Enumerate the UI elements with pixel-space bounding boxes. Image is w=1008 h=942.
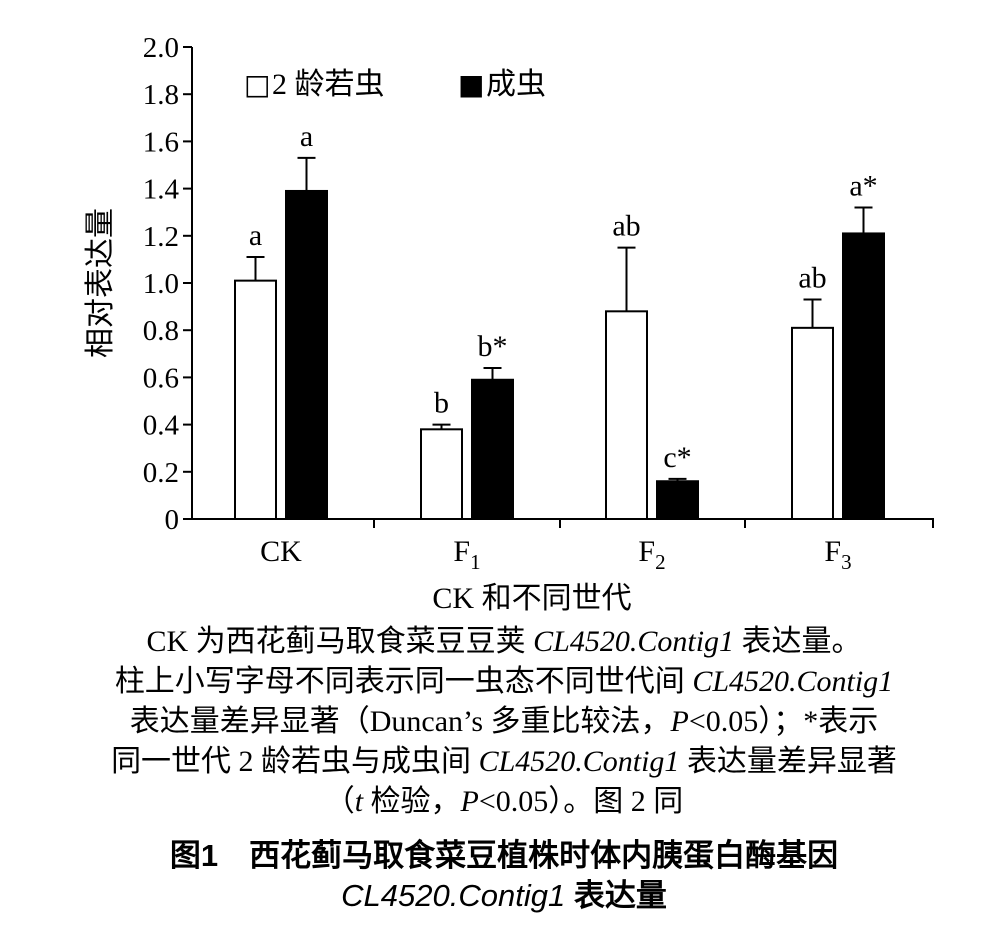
legend-marker-1: □ <box>244 68 270 101</box>
y-tick-label-10: 2.0 <box>143 32 179 64</box>
legend-label-1: 2 龄若虫 <box>272 68 385 101</box>
sig-label-series2-CK: a <box>300 120 313 153</box>
caption-line-5: （t 检验，P<0.05）。图 2 同 <box>324 785 684 818</box>
y-tick-label-4: 0.8 <box>143 315 179 347</box>
y-tick-label-7: 1.4 <box>143 174 180 206</box>
bar-series1-CK <box>234 279 277 521</box>
y-tick-label-5: 1.0 <box>143 268 179 300</box>
bar-series1-F3 <box>791 326 834 520</box>
figure-title-line-1: 图1 西花蓟马取食菜豆植株时体内胰蛋白酶基因 <box>169 838 839 873</box>
x-tick-label-F3: F3 <box>824 535 851 574</box>
bar-chart: 0 0.2 0.4 0.6 0.8 1.0 1.2 1.4 1.6 1.8 2.0 相对表达量 CK F1… <box>84 32 934 615</box>
bar-series2-F2 <box>656 480 699 520</box>
bar-series2-F1 <box>471 378 514 521</box>
caption-line-2: 柱上小写字母不同表示同一虫态不同世代间 CL4520.Contig1 <box>114 665 894 698</box>
figure-title-line-2: CL4520.Contig1 表达量 <box>341 878 667 913</box>
x-tick-label-F1: F1 <box>453 535 480 574</box>
sig-label-series1-CK: a <box>249 219 262 252</box>
y-tick-label-1: 0.2 <box>143 457 179 489</box>
sig-label-series1-F3: ab <box>798 262 826 295</box>
x-axis-label: CK 和不同世代 <box>432 582 631 615</box>
figure-title: 图1 西花蓟马取食菜豆植株时体内胰蛋白酶基因 CL4520.Contig1 表达… <box>0 836 1008 916</box>
y-axis-label: 相对表达量 <box>84 208 117 358</box>
y-tick-label-9: 1.8 <box>143 79 179 111</box>
bar-series2-CK <box>285 189 328 521</box>
y-tick-label-8: 1.6 <box>143 126 179 158</box>
bar-series2-F3 <box>842 232 885 520</box>
sig-label-series2-F3: a* <box>849 169 877 202</box>
y-tick-label-2: 0.4 <box>143 410 180 442</box>
legend-label-2: 成虫 <box>486 68 546 101</box>
x-tick-label-CK: CK <box>260 535 302 568</box>
legend-marker-2: ■ <box>458 68 484 101</box>
caption-line-1: CK 为西花蓟马取食菜豆豆荚 CL4520.Contig1 表达量。 <box>146 625 862 658</box>
sig-label-series1-F2: ab <box>612 210 640 243</box>
x-tick-label-F2: F2 <box>638 535 665 574</box>
bar-series1-F1 <box>420 428 463 521</box>
y-tick-label-6: 1.2 <box>143 221 179 253</box>
sig-label-series1-F1: b <box>434 387 449 420</box>
bar-series1-F2 <box>605 310 648 520</box>
sig-label-series2-F1: b* <box>478 330 508 363</box>
y-tick-label-3: 0.6 <box>143 362 179 394</box>
y-tick-label-0: 0 <box>165 504 180 536</box>
caption-line-4: 同一世代 2 龄若虫与成虫间 CL4520.Contig1 表达量差异显著 <box>111 745 897 778</box>
sig-label-series2-F2: c* <box>663 441 691 474</box>
figure-caption: CK 为西花蓟马取食菜豆豆荚 CL4520.Contig1 表达量。 柱上小写字… <box>0 622 1008 822</box>
caption-line-3: 表达量差异显著（Duncan’s 多重比较法，P<0.05）；*表示 <box>129 705 879 738</box>
